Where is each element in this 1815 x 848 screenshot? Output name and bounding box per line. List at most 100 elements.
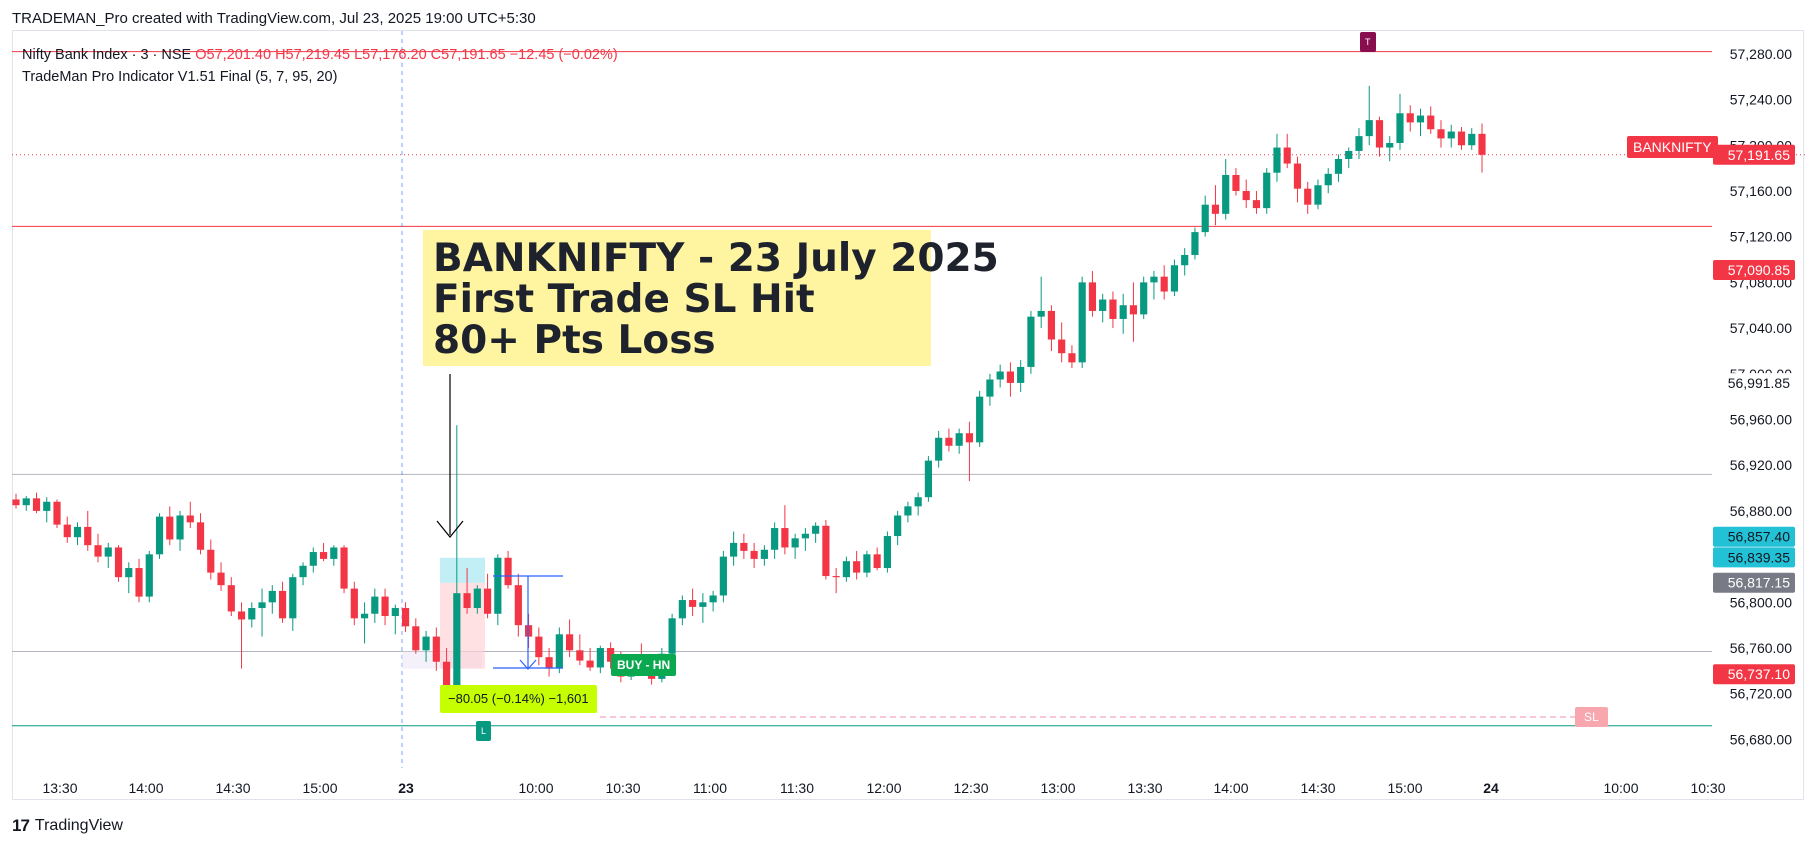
candle-body [371, 596, 379, 614]
candle-body [586, 660, 594, 668]
candle-body [822, 525, 830, 577]
candle-body [1119, 305, 1127, 319]
candle-body [494, 557, 502, 614]
candle-body [1160, 276, 1168, 292]
symbol-price-tag: BANKNIFTY [1627, 136, 1718, 158]
x-tick-label: 23 [398, 780, 414, 796]
candle-body [1088, 282, 1097, 311]
candle-body [791, 538, 799, 548]
legend-indicator[interactable]: TradeMan Pro Indicator V1.51 Final (5, 7… [22, 69, 338, 85]
candle-body [176, 515, 184, 540]
candle-body [1099, 299, 1107, 311]
price-tag-bg [1713, 572, 1795, 593]
candle-body [145, 554, 153, 597]
candle-body [155, 516, 164, 555]
trade-annotation: BANKNIFTY - 23 July 2025 First Trade SL … [423, 230, 999, 366]
candle-body [555, 634, 563, 669]
candle-body [43, 501, 51, 511]
candle-body [278, 590, 287, 619]
candle-body [1345, 150, 1353, 159]
candle-body [1365, 120, 1373, 137]
top-marker[interactable]: T [1360, 32, 1376, 52]
candle-body [1416, 115, 1425, 123]
candle-body [340, 547, 348, 589]
y-tick-label: 56,920.00 [1730, 457, 1792, 473]
candle-body [955, 433, 963, 446]
candle-body [1406, 113, 1414, 123]
y-tick-label: 56,960.00 [1730, 411, 1792, 427]
candle-body [1222, 174, 1230, 214]
candle-body [832, 576, 840, 578]
candle-body [1375, 120, 1384, 148]
candle-body [1150, 276, 1158, 283]
candle-body [1006, 371, 1015, 383]
candle-body [1109, 299, 1117, 319]
candle-body [299, 565, 307, 578]
y-tick-label: 56,680.00 [1730, 731, 1792, 747]
candle-body [883, 536, 891, 569]
candle-body [607, 648, 615, 662]
price-tag-label: 57,090.85 [1728, 262, 1790, 278]
candle-body [432, 636, 440, 662]
candle-body [1293, 163, 1302, 189]
candle-body [104, 547, 112, 557]
candle-body [924, 460, 932, 498]
candle-body [1437, 129, 1445, 139]
price-tag-label: 56,817.15 [1728, 575, 1790, 591]
x-tick-label: 15:00 [302, 780, 337, 796]
candle-body [668, 618, 676, 654]
candle-body [596, 648, 604, 668]
annotation-line-2: First Trade SL Hit [433, 277, 815, 322]
price-tag-label: 56,839.35 [1728, 549, 1790, 565]
legend-symbol[interactable]: Nifty Bank Index · 3 · NSE [22, 47, 192, 63]
candle-body [801, 533, 809, 539]
annotation-line-1: BANKNIFTY - 23 July 2025 [433, 236, 999, 281]
candle-body [566, 634, 574, 651]
candle-body [1017, 366, 1025, 383]
candle-body [1263, 172, 1271, 209]
candle-body [217, 572, 225, 586]
chart-credit: TRADEMAN_Pro created with TradingView.co… [12, 10, 536, 27]
x-tick-label: 14:30 [215, 780, 250, 796]
candle-body [699, 602, 707, 607]
candle-body [258, 602, 266, 609]
candle-body [935, 437, 943, 461]
candle-body [1181, 254, 1189, 266]
candle-body [1129, 305, 1138, 315]
candle-body [1478, 133, 1486, 155]
price-tag-bg [1713, 526, 1795, 547]
x-tick-label: 13:00 [1040, 780, 1075, 796]
candle-body [1140, 282, 1148, 315]
candle-body [125, 568, 133, 578]
x-tick-label: 12:00 [866, 780, 901, 796]
price-tag-bg [1713, 547, 1795, 568]
candle-body [186, 515, 194, 523]
candle-body [207, 549, 215, 573]
candle-body [750, 550, 758, 559]
candle-body [32, 498, 41, 511]
price-tag-bg [1713, 373, 1795, 394]
candle-body [842, 561, 850, 578]
x-tick-label: 10:00 [518, 780, 553, 796]
x-tick-label: 14:00 [1213, 780, 1248, 796]
candle-body [422, 636, 430, 651]
y-tick-label: 57,120.00 [1730, 229, 1792, 245]
candle-body [781, 528, 789, 548]
candle-body [1078, 282, 1086, 363]
candle-body [401, 608, 410, 627]
candle-body [514, 585, 522, 626]
candle-body [22, 498, 30, 506]
candle-body [760, 549, 768, 559]
candle-body [53, 501, 61, 525]
long-entry-marker[interactable]: L [476, 721, 492, 741]
tradingview-brand[interactable]: 17 TradingView [12, 816, 123, 836]
candle-body [360, 613, 369, 619]
candle-body [904, 506, 912, 516]
candle-body [1191, 232, 1199, 255]
candle-body [976, 396, 984, 443]
candle-body [1447, 131, 1455, 139]
candle-body [1232, 174, 1240, 191]
candle-body [1468, 133, 1476, 146]
candle-body [1457, 131, 1466, 146]
